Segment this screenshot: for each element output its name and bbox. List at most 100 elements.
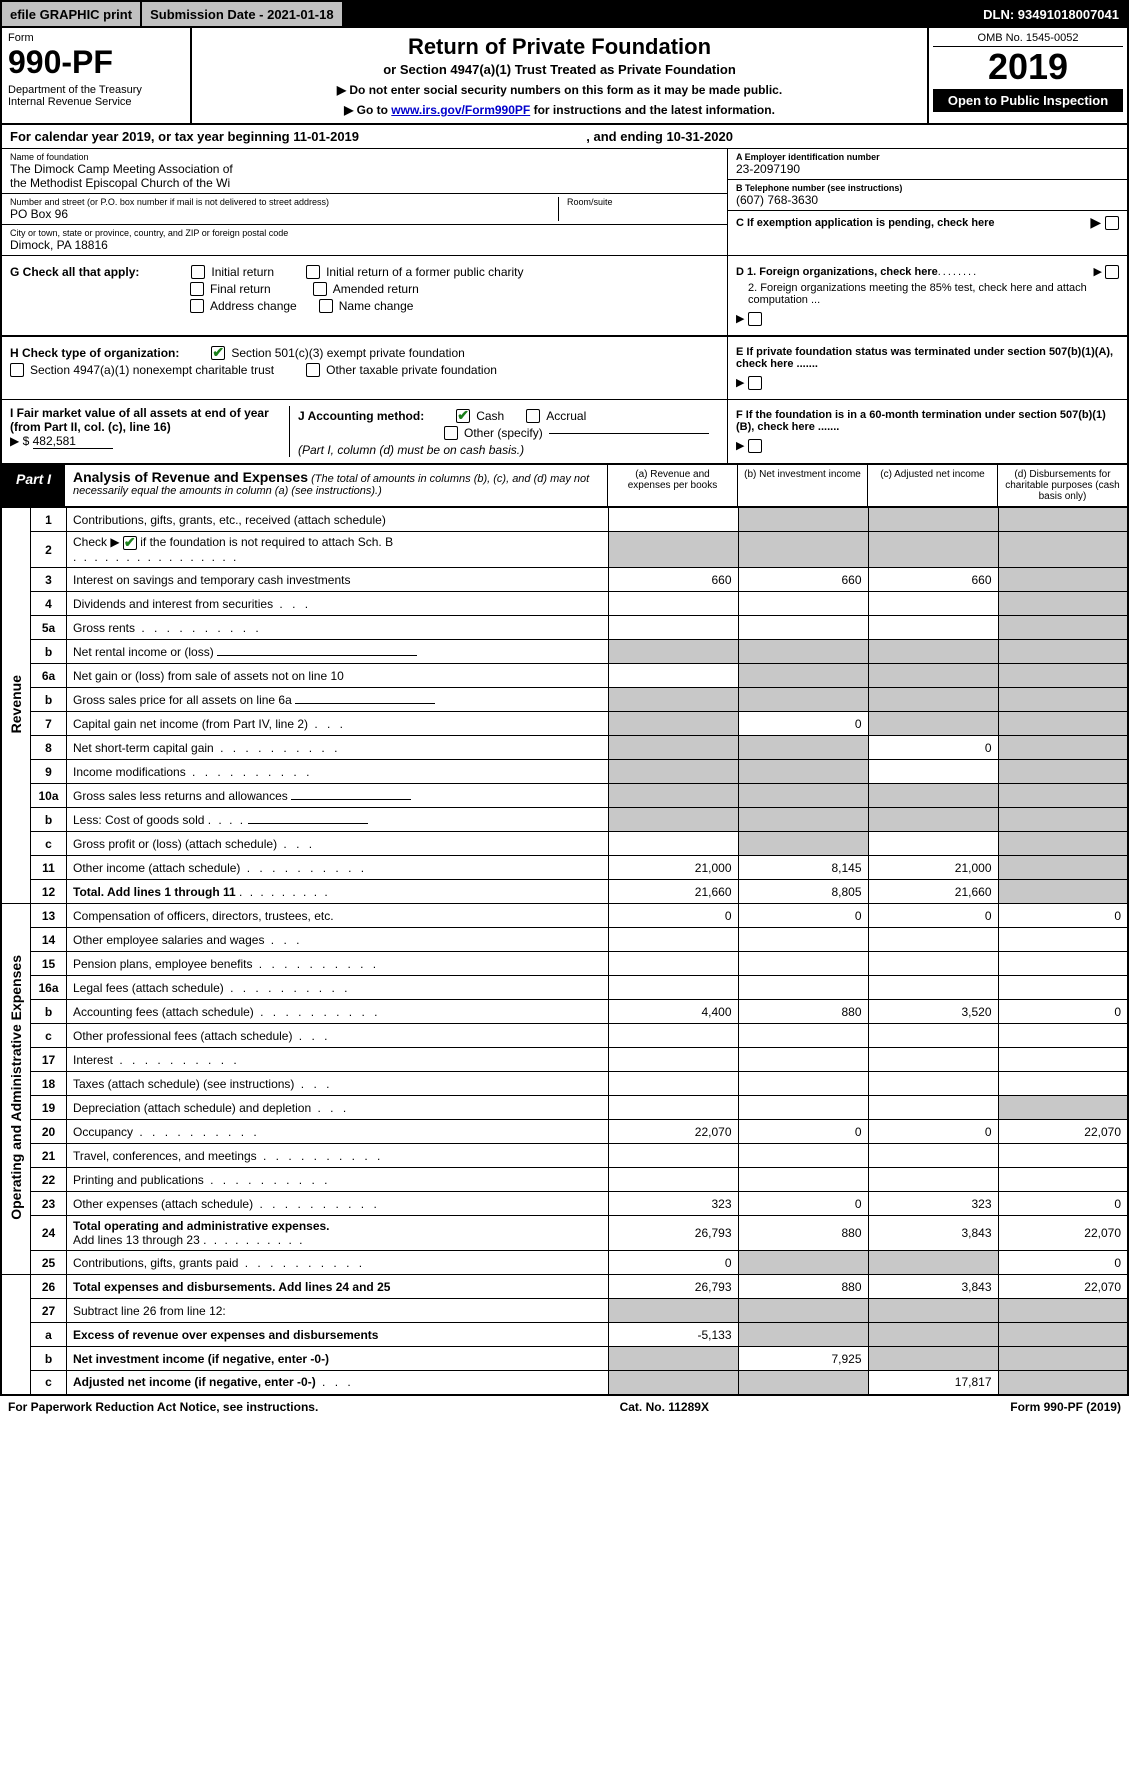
footer-mid: Cat. No. 11289X xyxy=(620,1400,709,1414)
initial-former-checkbox[interactable] xyxy=(306,265,320,279)
open-inspection: Open to Public Inspection xyxy=(933,89,1123,112)
table-row: 11 Other income (attach schedule) 21,000… xyxy=(1,856,1128,880)
footer-left: For Paperwork Reduction Act Notice, see … xyxy=(8,1400,318,1414)
part1-label: Part I xyxy=(2,465,65,506)
dept-label: Department of the Treasury xyxy=(8,84,184,96)
city-label: City or town, state or province, country… xyxy=(10,228,719,238)
col-c-head: (c) Adjusted net income xyxy=(867,465,997,506)
table-row: a Excess of revenue over expenses and di… xyxy=(1,1323,1128,1347)
ein-value: 23-2097190 xyxy=(736,162,1119,176)
d2-label: 2. Foreign organizations meeting the 85%… xyxy=(736,282,1119,306)
table-row: 25 Contributions, gifts, grants paid 00 xyxy=(1,1251,1128,1275)
irs-link[interactable]: www.irs.gov/Form990PF xyxy=(391,103,530,117)
c-checkbox[interactable] xyxy=(1105,216,1119,230)
namechg-label: Name change xyxy=(339,299,414,313)
table-row: 8 Net short-term capital gain 0 xyxy=(1,736,1128,760)
nonexempt-checkbox[interactable] xyxy=(10,363,24,377)
ij-block: I Fair market value of all assets at end… xyxy=(0,400,1129,465)
col-a-head: (a) Revenue and expenses per books xyxy=(607,465,737,506)
table-row: b Less: Cost of goods sold . . . . xyxy=(1,808,1128,832)
table-row: 18 Taxes (attach schedule) (see instruct… xyxy=(1,1072,1128,1096)
top-bar: efile GRAPHIC print Submission Date - 20… xyxy=(0,0,1129,28)
part1-title: Analysis of Revenue and Expenses xyxy=(73,469,308,485)
h-block: H Check type of organization: Section 50… xyxy=(0,337,1129,400)
table-row: 26 Total expenses and disbursements. Add… xyxy=(1,1275,1128,1299)
nonexempt-label: Section 4947(a)(1) nonexempt charitable … xyxy=(30,363,274,377)
roomsuite-label: Room/suite xyxy=(567,197,719,207)
other-method-checkbox[interactable] xyxy=(444,426,458,440)
table-row: b Accounting fees (attach schedule) 4,40… xyxy=(1,1000,1128,1024)
table-row: 23 Other expenses (attach schedule) 3230… xyxy=(1,1192,1128,1216)
foundation-name-row: Name of foundation The Dimock Camp Meeti… xyxy=(2,149,727,194)
calyear-end: 10-31-2020 xyxy=(666,129,733,144)
table-row: 2 Check ▶ if the foundation is not requi… xyxy=(1,532,1128,568)
note2-post: for instructions and the latest informat… xyxy=(530,103,775,117)
table-row: 16a Legal fees (attach schedule) xyxy=(1,976,1128,1000)
other-taxable-label: Other taxable private foundation xyxy=(326,363,497,377)
d1-checkbox[interactable] xyxy=(1105,265,1119,279)
final-checkbox[interactable] xyxy=(190,282,204,296)
initial-checkbox[interactable] xyxy=(191,265,205,279)
i-arrow: ▶ $ xyxy=(10,434,29,448)
other-method-label: Other (specify) xyxy=(464,426,543,440)
efile-label[interactable]: efile GRAPHIC print xyxy=(2,2,142,26)
h-label: H Check type of organization: xyxy=(10,346,179,360)
col-b-head: (b) Net investment income xyxy=(737,465,867,506)
other-method-line xyxy=(549,433,709,434)
omb-number: OMB No. 1545-0052 xyxy=(933,32,1123,47)
d1-label: D 1. Foreign organizations, check here xyxy=(736,266,938,278)
j-label: J Accounting method: xyxy=(298,409,424,423)
tel-label: B Telephone number (see instructions) xyxy=(736,183,902,193)
part1-header: Part I Analysis of Revenue and Expenses … xyxy=(0,465,1129,507)
c3-checkbox[interactable] xyxy=(211,346,225,360)
amended-checkbox[interactable] xyxy=(313,282,327,296)
topbar-spacer xyxy=(344,2,976,26)
table-row: 6a Net gain or (loss) from sale of asset… xyxy=(1,664,1128,688)
f-label: F If the foundation is in a 60-month ter… xyxy=(736,409,1106,433)
table-row: 10a Gross sales less returns and allowan… xyxy=(1,784,1128,808)
header-note1: ▶ Do not enter social security numbers o… xyxy=(202,83,917,97)
cash-checkbox[interactable] xyxy=(456,409,470,423)
initial-label: Initial return xyxy=(211,265,274,279)
ein-row: A Employer identification number 23-2097… xyxy=(728,149,1127,180)
name-line1: The Dimock Camp Meeting Association of xyxy=(10,162,719,176)
calyear-begin: 11-01-2019 xyxy=(293,129,359,144)
page-footer: For Paperwork Reduction Act Notice, see … xyxy=(0,1396,1129,1418)
table-row: 17 Interest xyxy=(1,1048,1128,1072)
addr-label: Number and street (or P.O. box number if… xyxy=(10,197,550,207)
other-taxable-checkbox[interactable] xyxy=(306,363,320,377)
table-row: 14 Other employee salaries and wages xyxy=(1,928,1128,952)
header-left: Form 990-PF Department of the Treasury I… xyxy=(2,28,192,123)
form-number: 990-PF xyxy=(8,46,184,78)
d2-checkbox[interactable] xyxy=(748,312,762,326)
part1-desc: Analysis of Revenue and Expenses (The to… xyxy=(65,465,607,506)
irs-label: Internal Revenue Service xyxy=(8,96,184,108)
tel-value: (607) 768-3630 xyxy=(736,193,1119,207)
arrow-icon: ▶ xyxy=(1090,214,1119,231)
table-row: Operating and Administrative Expenses 13… xyxy=(1,904,1128,928)
table-row: 20 Occupancy 22,0700022,070 xyxy=(1,1120,1128,1144)
schb-checkbox[interactable] xyxy=(123,536,137,550)
address-checkbox[interactable] xyxy=(190,299,204,313)
namechg-checkbox[interactable] xyxy=(319,299,333,313)
f-checkbox[interactable] xyxy=(748,439,762,453)
e-label: E If private foundation status was termi… xyxy=(736,346,1113,370)
city-value: Dimock, PA 18816 xyxy=(10,238,719,252)
i-value: 482,581 xyxy=(33,434,113,449)
part1-table: Revenue 1 Contributions, gifts, grants, … xyxy=(0,507,1129,1395)
accrual-checkbox[interactable] xyxy=(526,409,540,423)
footer-right: Form 990-PF (2019) xyxy=(1010,1400,1121,1414)
table-row: Revenue 1 Contributions, gifts, grants, … xyxy=(1,508,1128,532)
checks-block: G Check all that apply: Initial return I… xyxy=(0,256,1129,337)
city-row: City or town, state or province, country… xyxy=(2,225,727,255)
submission-date: Submission Date - 2021-01-18 xyxy=(142,2,344,26)
entity-block: Name of foundation The Dimock Camp Meeti… xyxy=(0,149,1129,256)
table-row: b Net investment income (if negative, en… xyxy=(1,1347,1128,1371)
table-row: 12 Total. Add lines 1 through 11 . . . .… xyxy=(1,880,1128,904)
table-row: b Net rental income or (loss) xyxy=(1,640,1128,664)
tel-row: B Telephone number (see instructions) (6… xyxy=(728,180,1127,211)
table-row: 15 Pension plans, employee benefits xyxy=(1,952,1128,976)
table-row: 7 Capital gain net income (from Part IV,… xyxy=(1,712,1128,736)
e-checkbox[interactable] xyxy=(748,376,762,390)
amended-label: Amended return xyxy=(333,282,419,296)
